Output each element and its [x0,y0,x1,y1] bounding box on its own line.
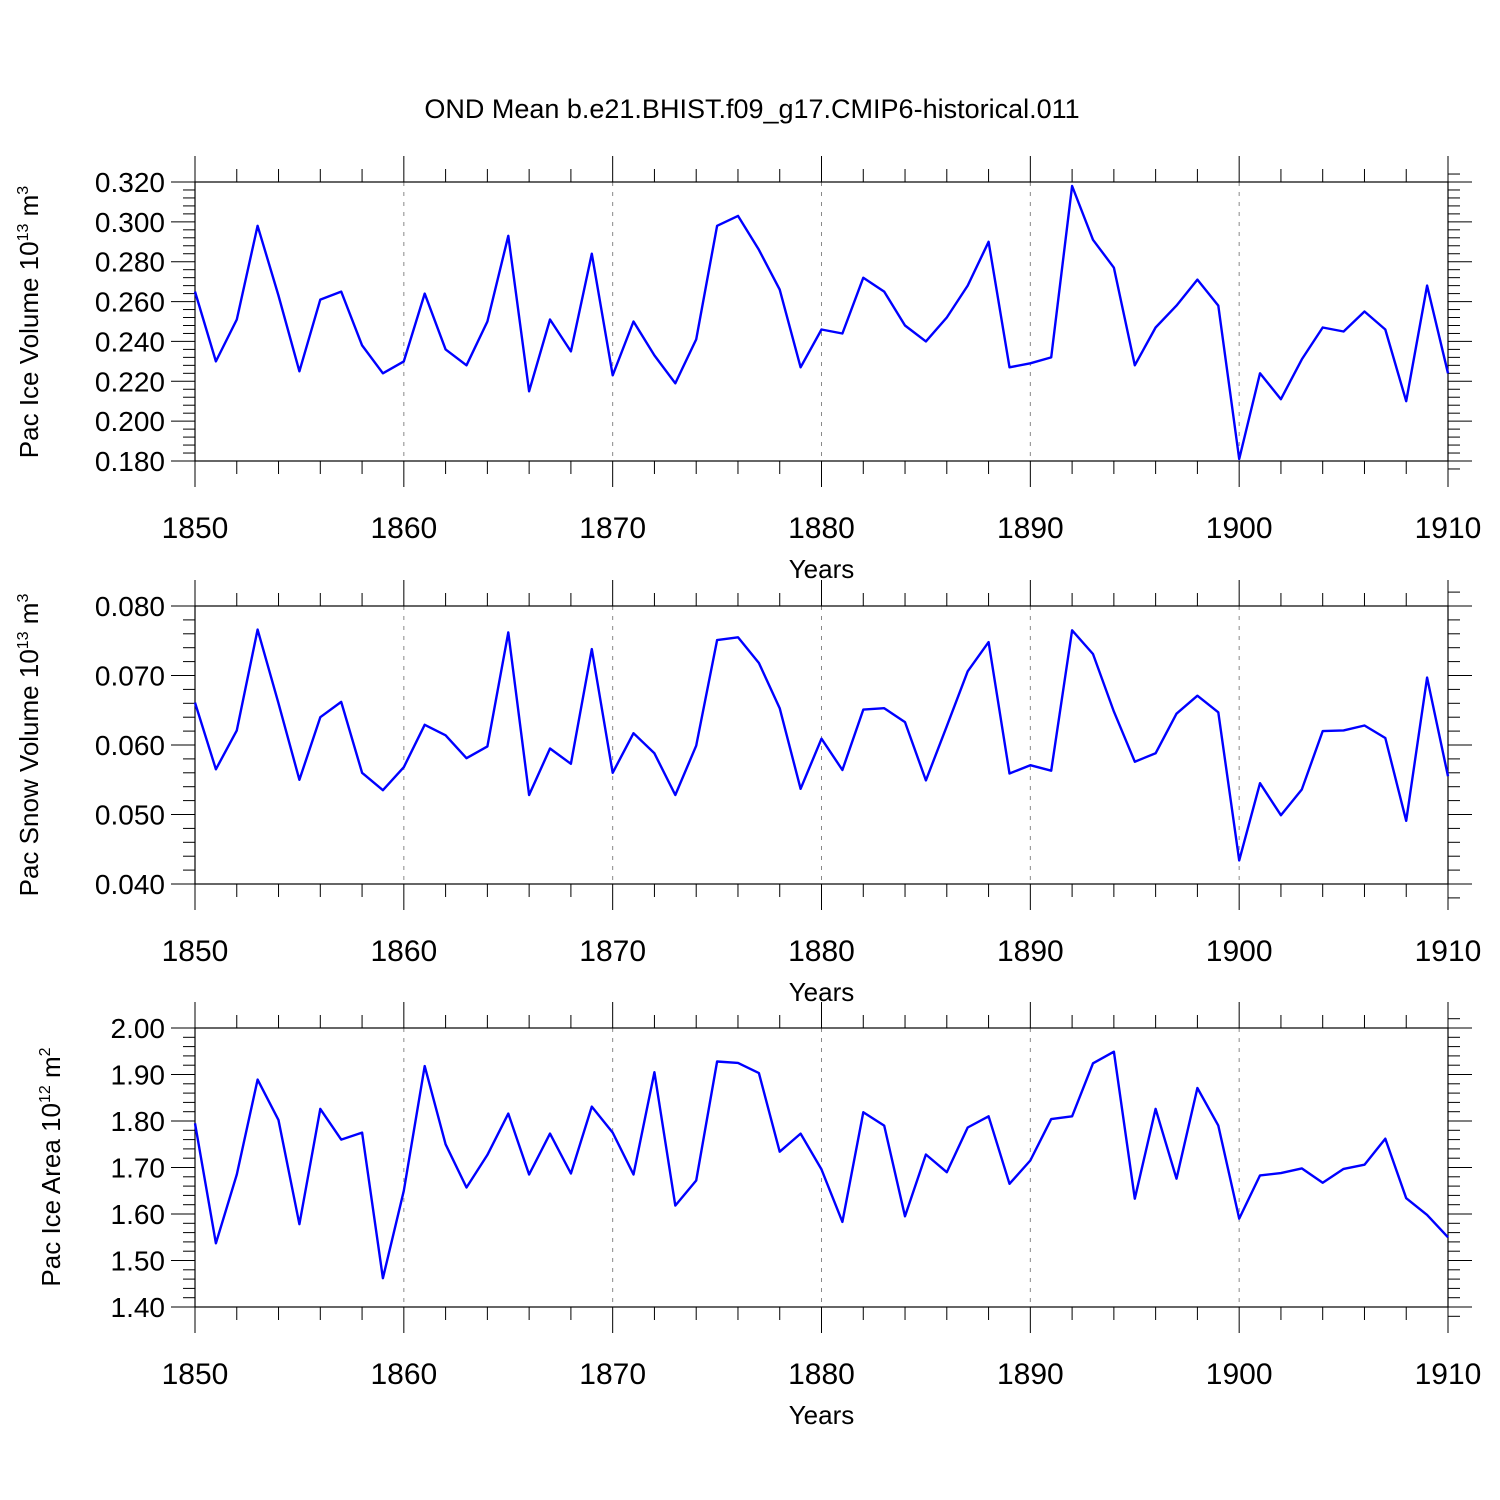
ytick-label: 0.070 [95,661,165,692]
ytick-label: 0.220 [95,366,165,397]
panel-1: 0.180 0.200 0.220 0.240 0.260 0.280 0.300 0.320… [14,156,1481,584]
ytick-label: 0.240 [95,326,165,357]
ytick-label: 1.60 [111,1199,166,1230]
ytick-label: 0.080 [95,591,165,622]
xtick-label: 1890 [997,512,1064,545]
x-axis-label: Years [789,1400,855,1430]
y-axis-label-unit: m [36,1056,66,1085]
series-line [193,1050,1449,1280]
ytick-label: 0.060 [95,730,165,761]
ytick-label: 0.260 [95,287,165,318]
panel-2: 0.040 0.050 0.060 0.070 0.080 1850 1860 1870 188… [14,580,1481,1007]
xtick-label: 1850 [162,935,229,968]
ytick-label: 0.050 [95,800,165,831]
y-axis-label-base: Pac Ice Area 10 [36,1103,66,1287]
y-axis-label-unit: m [14,195,44,224]
panel-3: 1.40 1.50 1.60 1.70 1.80 1.90 2.00 1850 1860 1870… [36,1002,1481,1430]
xtick-label: 1890 [997,1358,1064,1391]
ytick-label: 1.90 [111,1060,166,1091]
xtick-label: 1860 [370,1358,437,1391]
y-axis-label: Pac Ice Area 1012 m2 [36,1047,66,1286]
xtick-label: 1880 [788,512,855,545]
y-axis-label-exponent: 12 [37,1085,54,1103]
xtick-label: 1860 [370,935,437,968]
ytick-label: 1.80 [111,1106,166,1137]
y-axis-label-unit: m [14,603,44,632]
y-axis-label-base: Pac Ice Volume 10 [14,241,44,458]
xtick-label: 1870 [579,935,646,968]
y-axis-label-unit-exponent: 3 [15,594,32,603]
xtick-label: 1900 [1206,1358,1273,1391]
y-axis-label-exponent: 13 [15,223,32,241]
xtick-label: 1910 [1415,935,1482,968]
y-axis-label-unit-exponent: 2 [37,1047,54,1056]
xtick-label: 1850 [162,1358,229,1391]
y-axis-label-base: Pac Snow Volume 10 [14,649,44,896]
ytick-label: 0.320 [95,167,165,198]
xtick-label: 1870 [579,512,646,545]
ytick-label: 0.180 [95,446,165,477]
xtick-label: 1880 [788,935,855,968]
series-line [193,184,1450,461]
xtick-label: 1910 [1415,1358,1482,1391]
y-axis-label-exponent: 13 [15,631,32,649]
panels: 0.180 0.200 0.220 0.240 0.260 0.280 0.300 0.320… [14,156,1481,1430]
x-axis-label: Years [789,554,855,584]
xtick-label: 1910 [1415,512,1482,545]
ytick-label: 0.040 [95,869,165,900]
figure-title: OND Mean b.e21.BHIST.f09_g17.CMIP6-histo… [424,94,1079,124]
ytick-label: 0.300 [95,207,165,238]
xtick-label: 1900 [1206,935,1273,968]
ytick-label: 0.200 [95,406,165,437]
ytick-label: 2.00 [111,1013,166,1044]
ytick-label: 1.40 [111,1292,166,1323]
xtick-label: 1850 [162,512,229,545]
xtick-label: 1890 [997,935,1064,968]
xtick-label: 1880 [788,1358,855,1391]
ytick-label: 1.50 [111,1246,166,1277]
ytick-label: 0.280 [95,247,165,278]
ytick-label: 1.70 [111,1153,166,1184]
y-axis-label: Pac Snow Volume 1013 m3 [14,594,44,897]
y-axis-label: Pac Ice Volume 1013 m3 [14,186,44,459]
series-line [193,628,1450,862]
xtick-label: 1860 [370,512,437,545]
xtick-label: 1870 [579,1358,646,1391]
y-axis-label-unit-exponent: 3 [15,186,32,195]
xtick-label: 1900 [1206,512,1273,545]
